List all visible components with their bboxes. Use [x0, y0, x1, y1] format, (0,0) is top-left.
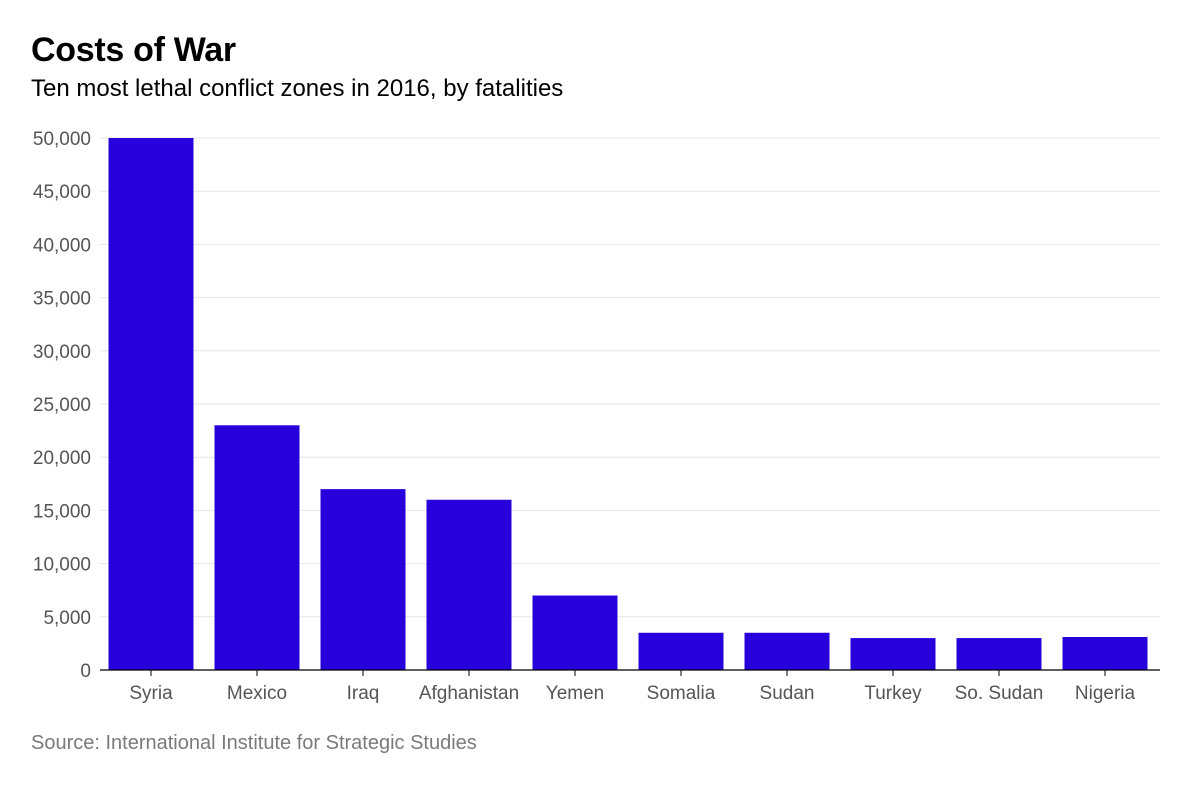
x-tick-label: Yemen: [546, 683, 604, 704]
y-tick-label: 30,000: [33, 342, 91, 363]
bar-afghanistan: [426, 499, 512, 670]
bar-sudan: [744, 632, 830, 670]
bar-turkey: [850, 638, 936, 670]
y-tick-label: 0: [80, 661, 91, 682]
bar-so-sudan: [956, 638, 1042, 670]
y-tick-label: 5,000: [43, 608, 91, 629]
y-tick-label: 40,000: [33, 235, 91, 256]
x-axis: [100, 669, 1160, 676]
x-tick-label: Afghanistan: [419, 683, 519, 704]
bar-nigeria: [1062, 637, 1148, 670]
bars: [108, 138, 1148, 670]
gridlines: [100, 137, 1160, 618]
y-tick-label: 50,000: [33, 129, 91, 150]
bar-syria: [108, 138, 194, 670]
x-tick-label: Mexico: [227, 683, 287, 704]
y-axis-tick-labels: 0 5,000 10,000 15,000 20,000 25,000 30,000 35,0…: [33, 129, 91, 682]
x-tick-label: Iraq: [347, 683, 380, 704]
x-tick-label: Sudan: [760, 683, 815, 704]
bar-mexico: [214, 425, 300, 670]
x-axis-tick-labels: Syria Mexico Iraq Afghanistan Yemen Somalia Su…: [129, 683, 1135, 704]
y-tick-label: 10,000: [33, 555, 91, 576]
bar-somalia: [638, 632, 724, 670]
y-tick-label: 20,000: [33, 448, 91, 469]
chart-title: Costs of War: [31, 31, 236, 69]
x-tick-label: Somalia: [647, 683, 716, 704]
bar-yemen: [532, 595, 618, 670]
x-tick-label: So. Sudan: [955, 683, 1044, 704]
y-tick-label: 45,000: [33, 182, 91, 203]
source-note: Source: International Institute for Stra…: [31, 732, 477, 754]
y-tick-label: 35,000: [33, 289, 91, 310]
x-tick-label: Turkey: [864, 683, 922, 704]
x-tick-label: Syria: [129, 683, 173, 704]
chart-subtitle: Ten most lethal conflict zones in 2016, …: [31, 75, 564, 102]
bar-iraq: [320, 489, 406, 670]
x-tick-label: Nigeria: [1075, 683, 1136, 704]
y-tick-label: 15,000: [33, 501, 91, 522]
y-tick-label: 25,000: [33, 395, 91, 416]
